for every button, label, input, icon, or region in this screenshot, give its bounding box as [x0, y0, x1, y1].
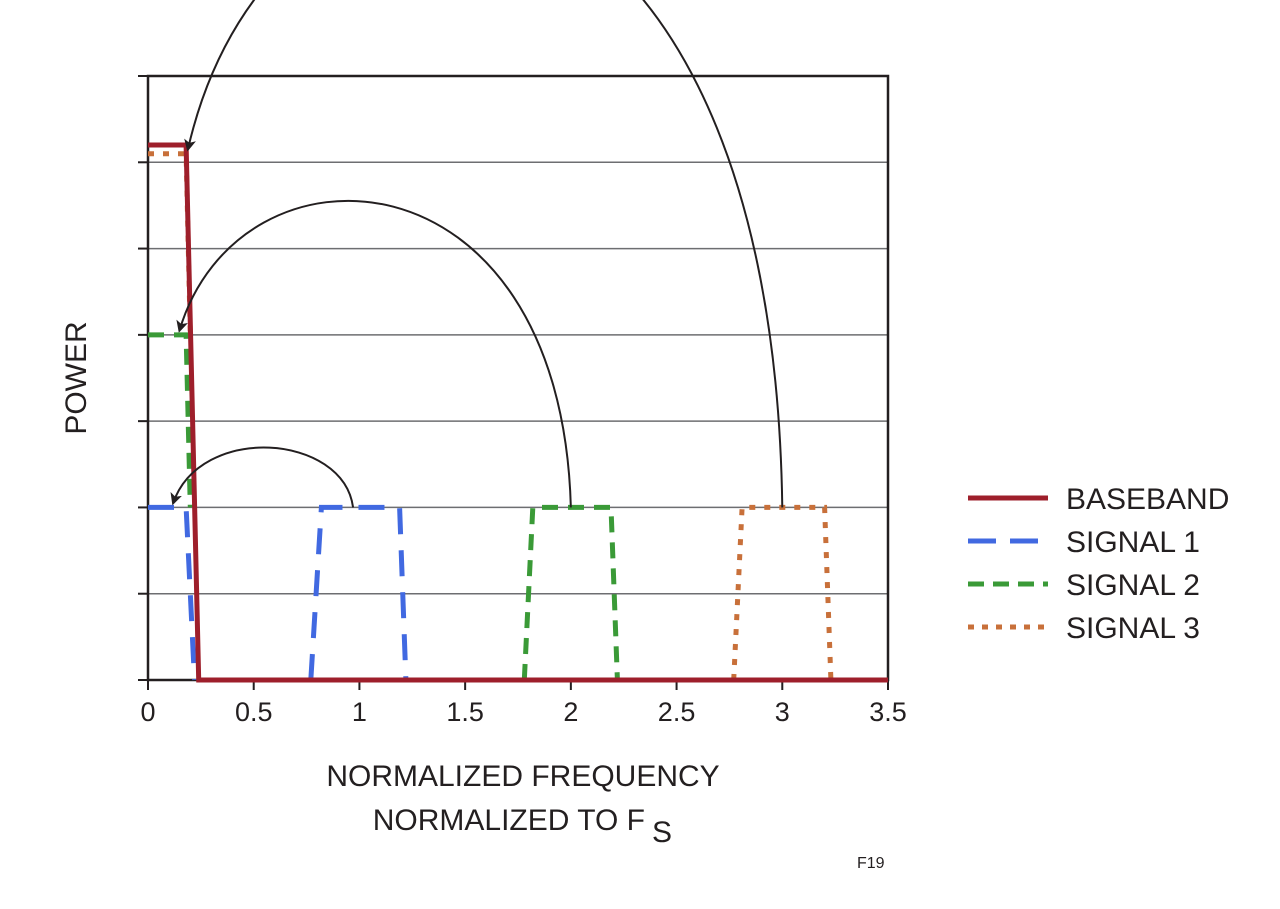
plot-frame — [146, 74, 890, 682]
series-signal-1-line — [148, 504, 197, 681]
legend-label-signal-3: SIGNAL 3 — [1066, 612, 1200, 645]
x-tick-label-1: 0.5 — [235, 697, 273, 727]
legend-label-baseband: BASEBAND — [1066, 483, 1229, 516]
series-baseband-line — [148, 142, 888, 683]
series-signal-2-band — [521, 504, 620, 681]
x-tick-label-4: 2 — [563, 697, 578, 727]
x-axis-subtitle: NORMALIZED TO F — [373, 804, 645, 837]
series-signal-3-line — [148, 151, 193, 335]
y-tick-marks — [138, 75, 148, 681]
x-axis-subtitle-main: NORMALIZED TO F — [373, 804, 645, 837]
alias-arrow-1 — [170, 446, 355, 508]
gridlines — [148, 161, 888, 595]
x-axis-subscript: S — [652, 816, 672, 849]
legend-label-signal-2: SIGNAL 2 — [1066, 569, 1200, 602]
x-axis-title: NORMALIZED FREQUENCY — [326, 760, 719, 793]
series-signal-3-band — [731, 504, 834, 681]
alias-arrow-2 — [176, 200, 572, 508]
x-tick-label-3: 1.5 — [446, 697, 484, 727]
figure-id: F19 — [857, 855, 885, 872]
y-axis-title: POWER — [60, 321, 93, 434]
x-tick-label-2: 1 — [352, 697, 367, 727]
legend: BASEBAND SIGNAL 1 SIGNAL 2 SIGNAL 3 — [968, 483, 1229, 645]
x-tick-label-7: 3.5 — [869, 697, 907, 727]
x-tick-label-6: 3 — [775, 697, 790, 727]
alias-arrow-3 — [184, 0, 784, 508]
x-tick-label-0: 0 — [140, 697, 155, 727]
x-tick-labels: 0 0.5 1 1.5 2 2.5 3 3.5 — [140, 697, 906, 727]
series-lines — [148, 142, 888, 683]
series-signal-1-band — [308, 504, 409, 681]
alias-arrows — [170, 0, 784, 508]
x-tick-label-5: 2.5 — [658, 697, 696, 727]
legend-label-signal-1: SIGNAL 1 — [1066, 526, 1200, 559]
series-signal-2-line — [148, 332, 193, 508]
